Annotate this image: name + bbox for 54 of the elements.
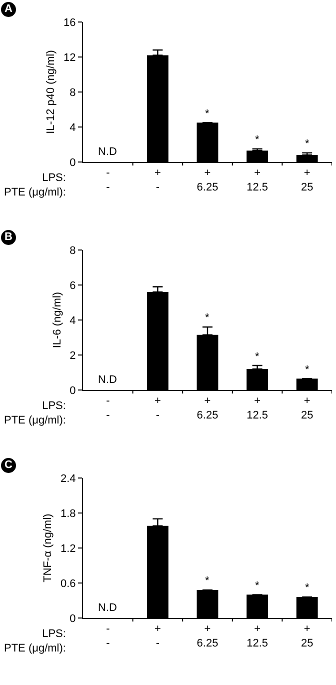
y-tick-label: 0	[70, 612, 76, 625]
y-tick-label: 16	[64, 16, 76, 29]
text: PTE (μg/ml):	[4, 642, 66, 654]
x-tick-label: + 12.5	[246, 395, 268, 422]
x-tick-label: - -	[106, 623, 110, 650]
annotation: *	[305, 138, 310, 150]
text: LPS:	[42, 400, 66, 412]
text: PTE (μg/ml):	[4, 186, 66, 198]
annotation: N.D	[98, 602, 117, 614]
y-axis-title: IL-12 p40 (ng/ml)	[45, 50, 58, 134]
x-tick-label: - -	[106, 395, 110, 422]
y-axis-title: IL-6 (ng/ml)	[51, 292, 64, 348]
y-tick-label: 0	[70, 384, 76, 397]
x-tick-label: + 12.5	[246, 623, 268, 650]
y-axis-title: TNF-α (ng/ml)	[42, 514, 54, 582]
y-tick-label: 0.6	[60, 578, 76, 590]
annotation: *	[305, 364, 310, 376]
y-tick-label: 1.2	[60, 542, 76, 555]
y-tick-label: 0	[70, 156, 76, 169]
annotation: *	[205, 108, 210, 120]
y-tick-label: 1.8	[60, 508, 76, 520]
annotation: N.D	[98, 146, 117, 158]
y-tick-label: 2	[70, 350, 76, 362]
chart-title: C	[1, 458, 16, 473]
annotation: *	[305, 582, 310, 594]
annotation: *	[205, 312, 210, 324]
annotation: *	[255, 351, 260, 363]
y-tick-label: 6	[70, 280, 76, 292]
x-tick-label: + 25	[300, 167, 314, 194]
annotation: *	[255, 134, 260, 146]
y-tick-label: 8	[70, 244, 76, 257]
x-tick-label: + 6.25	[196, 395, 218, 422]
annotation: *	[255, 580, 260, 592]
annotation: N.D	[98, 374, 117, 386]
x-tick-label: + -	[154, 395, 161, 422]
chart-title: B	[1, 230, 16, 245]
x-tick-label: + 6.25	[196, 167, 218, 194]
x-tick-label: + -	[154, 623, 161, 650]
y-tick-label: 2.4	[60, 472, 76, 485]
x-tick-label: + 25	[300, 623, 314, 650]
x-tick-label: + 12.5	[246, 167, 268, 194]
text: PTE (μg/ml):	[4, 414, 66, 426]
text: LPS:	[42, 628, 66, 640]
text: LPS:	[42, 172, 66, 184]
annotation: *	[205, 575, 210, 587]
chart-title: A	[1, 2, 16, 17]
y-tick-label: 12	[64, 52, 76, 64]
y-tick-label: 4	[70, 122, 76, 134]
x-tick-label: + 6.25	[196, 623, 218, 650]
y-tick-label: 4	[70, 314, 76, 327]
y-tick-label: 8	[70, 86, 76, 99]
x-tick-label: + 25	[300, 395, 314, 422]
x-tick-label: + -	[154, 167, 161, 194]
x-tick-label: - -	[106, 167, 110, 194]
